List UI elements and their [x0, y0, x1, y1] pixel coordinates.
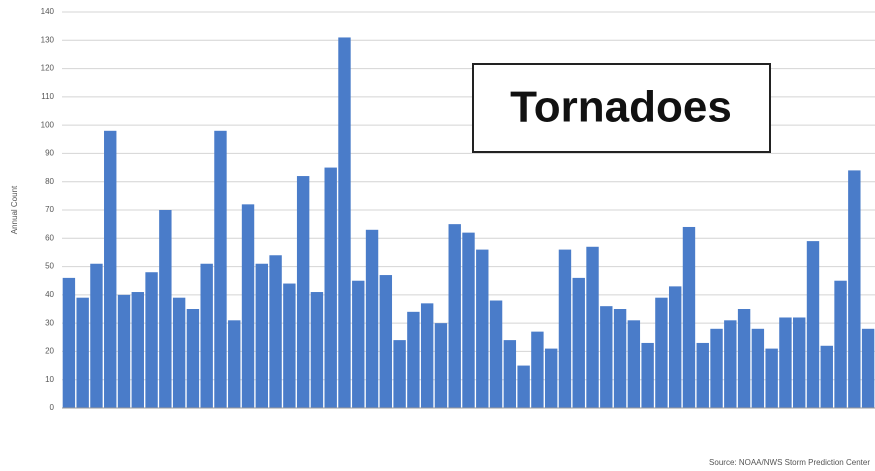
bar — [793, 317, 806, 408]
bar — [544, 348, 558, 408]
bar — [696, 342, 709, 408]
bar — [848, 170, 861, 408]
bar — [503, 340, 517, 408]
bar — [462, 232, 475, 408]
bar — [517, 365, 530, 408]
bar — [806, 241, 820, 408]
bar — [131, 292, 144, 408]
bar — [834, 280, 847, 408]
bar — [200, 263, 213, 408]
bar — [627, 320, 641, 408]
bar — [62, 277, 76, 408]
bar — [682, 226, 696, 408]
bar — [104, 130, 117, 409]
y-tick-label: 50 — [45, 262, 54, 271]
bar — [668, 286, 682, 408]
bar — [90, 263, 103, 408]
bar — [117, 294, 131, 408]
bar — [365, 229, 379, 408]
bar — [186, 309, 200, 408]
bar — [379, 275, 393, 408]
annotation-box — [472, 63, 771, 153]
y-tick-label: 140 — [41, 7, 55, 16]
bar — [655, 297, 668, 408]
annotation: Tornadoes — [510, 83, 732, 132]
y-tick-label: 100 — [41, 120, 55, 129]
bar — [352, 280, 365, 408]
bar — [531, 331, 544, 408]
bar — [283, 283, 296, 408]
y-tick-label: 130 — [41, 35, 55, 44]
bar — [145, 272, 158, 408]
y-tick-label: 10 — [45, 375, 54, 384]
bar — [710, 328, 723, 408]
y-axis-label: Annual Count — [10, 185, 19, 234]
bar — [779, 317, 792, 408]
bar — [737, 309, 751, 408]
bar — [765, 348, 778, 408]
source: Source: NOAA/NWS Storm Prediction Center — [709, 458, 870, 467]
y-tick-label: 70 — [45, 205, 54, 214]
bar — [296, 176, 310, 408]
y-tick-label: 110 — [41, 92, 54, 101]
bar — [434, 323, 448, 408]
y-tick-label: 20 — [45, 347, 54, 356]
bar — [269, 255, 282, 408]
y-tick-label: 30 — [45, 318, 54, 327]
y-tick-label: 60 — [45, 233, 54, 242]
bar — [724, 320, 737, 408]
bar — [751, 328, 765, 408]
y-tick-label: 120 — [41, 64, 55, 73]
y-tick-label: 90 — [45, 149, 54, 158]
bar — [861, 328, 875, 408]
bar — [558, 249, 572, 408]
y-tick-label: 0 — [50, 403, 55, 412]
bar — [228, 320, 241, 408]
bar — [600, 306, 613, 408]
bar — [76, 297, 89, 408]
bar — [613, 309, 627, 408]
bar — [820, 345, 833, 408]
y-tick-label: 80 — [45, 177, 54, 186]
bar — [476, 249, 489, 408]
bar — [407, 311, 420, 408]
bar — [572, 277, 585, 408]
bar — [420, 303, 434, 408]
bar — [172, 297, 186, 408]
bar — [214, 130, 227, 409]
bar — [338, 37, 351, 408]
bar — [586, 246, 599, 408]
bar — [489, 300, 503, 408]
bar — [393, 340, 406, 408]
bar — [448, 224, 461, 408]
y-tick-label: 40 — [45, 290, 54, 299]
bar — [324, 167, 337, 408]
bar — [159, 210, 172, 408]
bar — [241, 204, 255, 408]
bar — [310, 292, 324, 408]
bar — [255, 263, 269, 408]
bar — [641, 342, 654, 408]
